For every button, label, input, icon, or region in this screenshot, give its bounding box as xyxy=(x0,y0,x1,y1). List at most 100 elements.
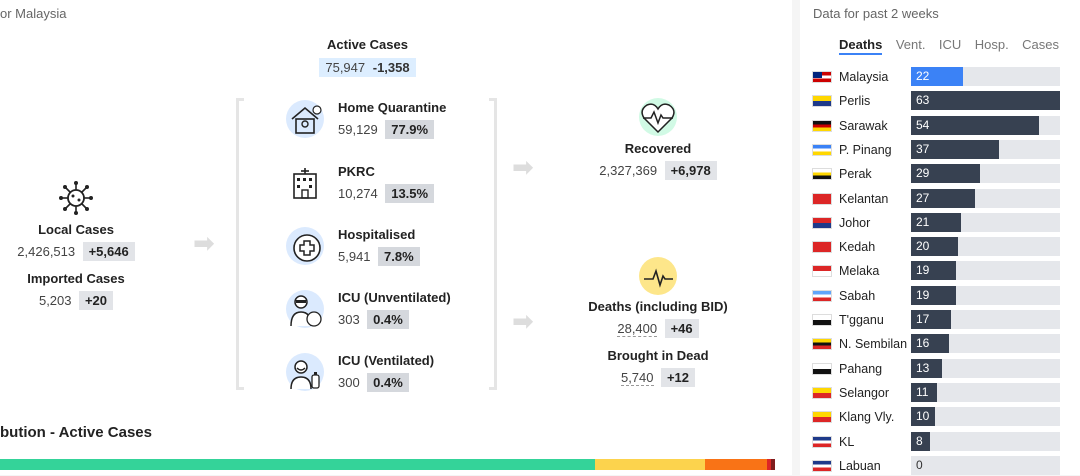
state-bar-value: 19 xyxy=(916,263,930,278)
state-row: Johor 21 xyxy=(812,212,1062,233)
imported-cases-block: Imported Cases 5,203 +20 xyxy=(0,271,152,310)
state-bar xyxy=(911,164,980,184)
state-row: Labuan 0 xyxy=(812,455,1062,476)
state-flag-icon xyxy=(812,119,832,132)
state-bar-track: 63 xyxy=(911,91,1060,111)
icu-ventilated-icon xyxy=(286,353,324,391)
state-row: P. Pinang 37 xyxy=(812,139,1062,160)
recovered-delta: +6,978 xyxy=(664,161,717,180)
state-row: N. Sembilan 16 xyxy=(812,334,1062,354)
state-bar-value: 63 xyxy=(916,93,930,108)
virus-icon xyxy=(58,180,94,216)
state-row: Malaysia 22 xyxy=(812,67,1062,87)
pkrc-building-icon xyxy=(286,164,324,202)
state-bar-value: 17 xyxy=(916,312,930,326)
arrow-right-icon: ➡ xyxy=(193,228,215,258)
active-cases-value: 75,947 xyxy=(325,60,366,75)
tab-vent[interactable]: Vent. xyxy=(895,37,926,52)
state-bar-value: 22 xyxy=(916,69,930,83)
home-quarantine-value: 59,129 xyxy=(338,122,378,137)
state-row: Pahang 13 xyxy=(812,358,1062,379)
imported-cases-label: Imported Cases xyxy=(27,271,125,286)
state-name: P. Pinang xyxy=(839,142,892,157)
state-bar-track: 11 xyxy=(911,382,1060,402)
state-bar xyxy=(911,334,949,354)
bid-label: Brought in Dead xyxy=(607,348,709,363)
state-bar-track: 27 xyxy=(911,188,1060,208)
deaths-delta: +46 xyxy=(664,319,699,338)
recovered-block: Recovered 2,327,369 +6,978 xyxy=(578,141,738,180)
deaths-block: Deaths (including BID) 28,400 +46 xyxy=(578,299,738,338)
state-row: Perlis 63 xyxy=(812,91,1062,111)
pkrc-pct: 13.5% xyxy=(385,184,435,203)
bid-value[interactable]: 5,740 xyxy=(620,370,654,386)
distribution-segment xyxy=(595,459,705,470)
state-bar xyxy=(911,188,975,208)
state-flag-icon xyxy=(812,143,832,156)
state-bar-track: 13 xyxy=(911,358,1060,378)
deaths-label: Deaths (including BID) xyxy=(588,299,728,314)
state-bar-value: 19 xyxy=(916,287,930,302)
state-flag-icon xyxy=(812,241,832,254)
state-flag-icon xyxy=(812,338,832,351)
imported-cases-delta: +20 xyxy=(78,291,114,310)
state-flag-icon xyxy=(812,411,832,424)
arrow-right-icon: ➡ xyxy=(512,152,534,182)
state-name: Melaka xyxy=(839,264,880,279)
active-cases-value-box: 75,947 -1,358 xyxy=(319,58,416,77)
active-cases-label: Active Cases xyxy=(327,37,408,52)
state-bar-value: 10 xyxy=(916,409,930,424)
deaths-value[interactable]: 28,400 xyxy=(617,321,658,337)
state-name: Pahang xyxy=(839,361,883,376)
local-cases-block: Local Cases 2,426,513 +5,646 xyxy=(0,222,152,261)
state-name: Kedah xyxy=(839,240,876,255)
state-row: KL 8 xyxy=(812,431,1062,452)
state-bar xyxy=(911,285,956,305)
home-quarantine-label: Home Quarantine xyxy=(338,100,447,115)
state-flag-icon xyxy=(812,95,832,108)
active-cases-block: Active Cases 75,947 -1,358 xyxy=(300,37,435,77)
state-name: Sarawak xyxy=(839,118,888,133)
icu-unventilated-icon xyxy=(286,290,324,328)
state-name: T'gganu xyxy=(839,313,884,327)
state-name: Johor xyxy=(839,215,871,230)
state-row: Perak 29 xyxy=(812,164,1062,184)
tab-deaths[interactable]: Deaths xyxy=(839,37,883,55)
state-bar-track: 19 xyxy=(911,261,1060,281)
state-name: Malaysia xyxy=(839,70,889,84)
state-bar xyxy=(911,261,956,281)
tab-icu[interactable]: ICU xyxy=(938,37,962,52)
distribution-segment xyxy=(771,459,775,470)
state-bar-value: 20 xyxy=(916,239,930,254)
recovered-label: Recovered xyxy=(624,141,692,156)
state-bar xyxy=(911,382,938,402)
state-flag-icon xyxy=(812,192,832,205)
state-name: Kelantan xyxy=(839,191,889,206)
state-bar xyxy=(911,407,935,427)
distribution-segment xyxy=(0,459,595,470)
tab-hosp[interactable]: Hosp. xyxy=(974,37,1009,52)
bid-delta: +12 xyxy=(660,368,696,387)
state-row: Sabah 19 xyxy=(812,285,1062,306)
home-quarantine-icon xyxy=(286,100,324,138)
imported-cases-value: 5,203 xyxy=(38,293,72,308)
local-cases-delta: +5,646 xyxy=(82,242,135,261)
state-name: Perak xyxy=(839,167,872,182)
distribution-title: bution - Active Cases xyxy=(0,424,152,441)
tab-cases[interactable]: Cases xyxy=(1022,37,1060,52)
icu-unventilated-pct: 0.4% xyxy=(367,310,409,329)
state-row: Selangor 11 xyxy=(812,382,1062,403)
state-name: N. Sembilan xyxy=(839,337,908,352)
recovered-value: 2,327,369 xyxy=(599,163,658,178)
state-flag-icon xyxy=(812,168,832,181)
state-name: Selangor xyxy=(839,385,890,400)
metric-tabs: Deaths Vent. ICU Hosp. Cases xyxy=(839,36,1060,55)
state-bar xyxy=(911,67,964,86)
icu-unventilated-label: ICU (Unventilated) xyxy=(338,290,451,305)
state-bar xyxy=(911,139,999,159)
state-bar-track: 22 xyxy=(911,67,1060,86)
states-subtitle: Data for past 2 weeks xyxy=(813,6,939,21)
state-flag-icon xyxy=(812,265,832,278)
icu-ventilated-value: 300 xyxy=(338,375,360,390)
cases-panel: or Malaysia Active Cases 75,947 -1,358 L… xyxy=(0,6,775,470)
